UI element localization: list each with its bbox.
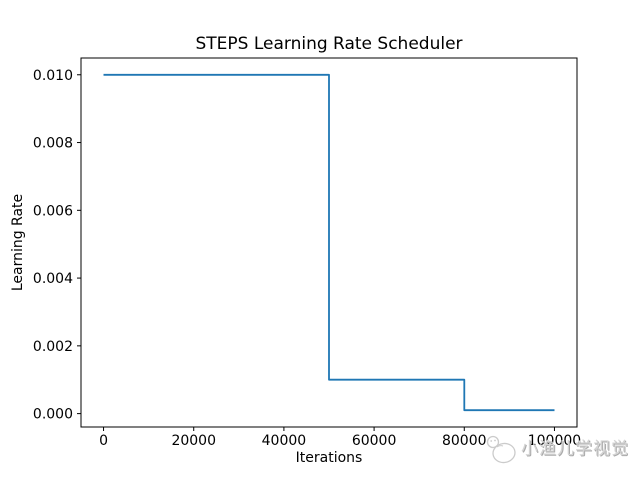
- y-tick-label: 0.006: [33, 203, 73, 219]
- x-tick-label: 60000: [352, 433, 397, 449]
- series-line-learning-rate-schedule: [103, 73, 555, 412]
- x-tick-label: 0: [99, 433, 108, 449]
- x-tick-label: 40000: [262, 433, 307, 449]
- y-tick-label: 0.002: [33, 339, 73, 355]
- y-axis-label: Learning Rate: [10, 194, 26, 291]
- y-tick-label: 0.008: [33, 136, 73, 152]
- x-tick-label: 20000: [171, 433, 216, 449]
- x-tick-label: 100000: [528, 433, 581, 449]
- y-tick-label: 0.000: [33, 407, 73, 423]
- y-tick-label: 0.004: [33, 271, 73, 287]
- x-axis-label: Iterations: [296, 450, 363, 466]
- y-tick-label: 0.010: [33, 68, 73, 84]
- plot-area: 0 20000 40000 60000 80000 100000 0.000 0.002 0.0…: [33, 57, 581, 449]
- x-tick-label: 80000: [442, 433, 487, 449]
- chart-title: STEPS Learning Rate Scheduler: [195, 34, 462, 54]
- axes-frame: [80, 57, 578, 428]
